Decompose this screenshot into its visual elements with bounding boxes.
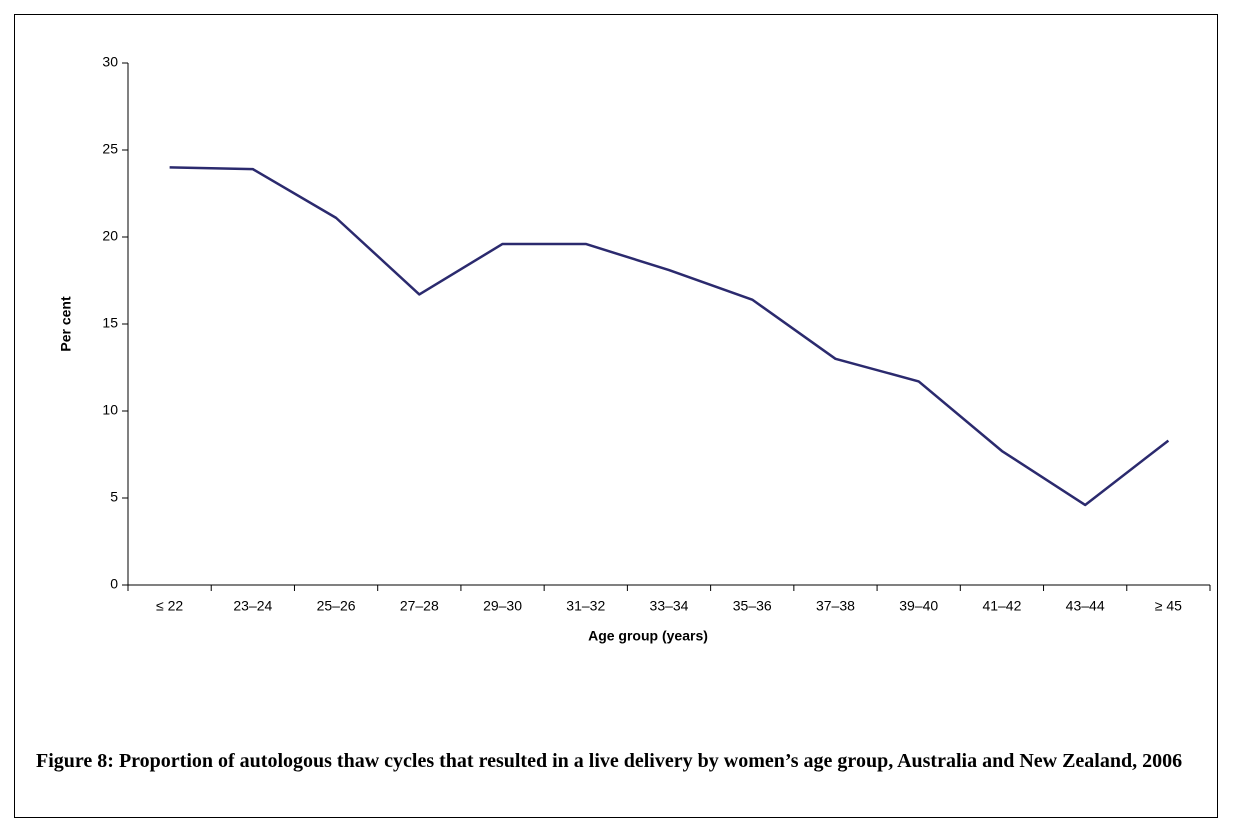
y-tick-label: 25 [102, 141, 118, 157]
x-tick-label: 41–42 [982, 598, 1021, 614]
y-tick-label: 5 [110, 489, 118, 505]
x-tick-label: 35–36 [733, 598, 772, 614]
y-tick-label: 0 [110, 576, 118, 592]
x-tick-label: 43–44 [1066, 598, 1105, 614]
x-tick-label: 29–30 [483, 598, 522, 614]
x-tick-label: 31–32 [566, 598, 605, 614]
figure-frame [14, 14, 1218, 818]
y-axis-label: Per cent [58, 296, 74, 352]
x-tick-label: 37–38 [816, 598, 855, 614]
x-axis-label: Age group (years) [588, 628, 708, 644]
chart: Age group (years) Per cent 0 5 10 15 20 25 30 ≤… [58, 54, 1211, 644]
x-tick-label: ≥ 45 [1155, 598, 1182, 614]
x-tick-label: ≤ 22 [156, 598, 183, 614]
y-tick-label: 10 [102, 402, 118, 418]
y-tick-label: 30 [102, 54, 118, 70]
caption: Figure 8: Proportion of autologous thaw … [36, 750, 1183, 772]
x-tick-label: 39–40 [899, 598, 938, 614]
x-tick-label: 25–26 [317, 598, 356, 614]
x-tick-label: 23–24 [233, 598, 272, 614]
x-tick-label: 27–28 [400, 598, 439, 614]
y-tick-label: 15 [102, 315, 118, 331]
line-series [169, 166, 1170, 507]
y-tick-label: 20 [102, 228, 118, 244]
x-tick-label: 33–34 [650, 598, 689, 614]
